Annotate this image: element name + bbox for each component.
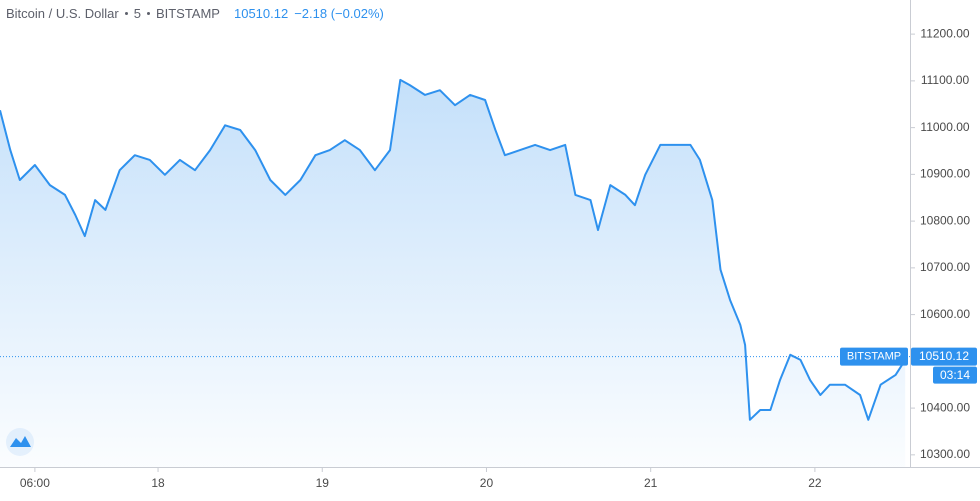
interval: 5 (133, 6, 141, 21)
y-tick-label: 10300.00 (920, 447, 970, 461)
countdown-badge (933, 366, 977, 384)
x-tick-label: 19 (316, 476, 330, 490)
separator (124, 12, 128, 15)
price-badge (911, 347, 977, 366)
x-tick-label: 20 (480, 476, 494, 490)
y-tick-label: 11100.00 (921, 73, 970, 87)
price-badge-label: 10510.12 (919, 349, 969, 363)
y-tick-label: 10800.00 (920, 213, 970, 227)
last-price: 10510.12 (233, 6, 289, 21)
area-fill (0, 79, 906, 468)
y-tick-label: 11000.00 (920, 120, 969, 134)
exchange: BITSTAMP (155, 6, 220, 21)
countdown-label: 03:14 (940, 368, 970, 382)
x-tick-label: 18 (151, 476, 165, 490)
y-tick-label: 10600.00 (920, 307, 970, 321)
y-tick-label: 10700.00 (920, 260, 970, 274)
x-tick-label: 06:00 (20, 476, 50, 490)
exchange-badge (840, 347, 908, 366)
x-tick-label: 21 (644, 476, 658, 490)
separator (146, 12, 150, 15)
y-tick-label: 10900.00 (920, 167, 970, 181)
header: Bitcoin / U.S. Dollar 5 BITSTAMP 10510.1… (6, 6, 384, 21)
y-tick-label: 11200.00 (920, 26, 969, 40)
y-tick-label: 10400.00 (920, 400, 970, 414)
x-tick-label: 22 (808, 476, 822, 490)
symbol: Bitcoin / U.S. Dollar (6, 6, 119, 21)
price-change: −2.18 (−0.02%) (294, 6, 384, 21)
exchange-badge-label: BITSTAMP (847, 351, 901, 363)
price-line (0, 78, 907, 421)
